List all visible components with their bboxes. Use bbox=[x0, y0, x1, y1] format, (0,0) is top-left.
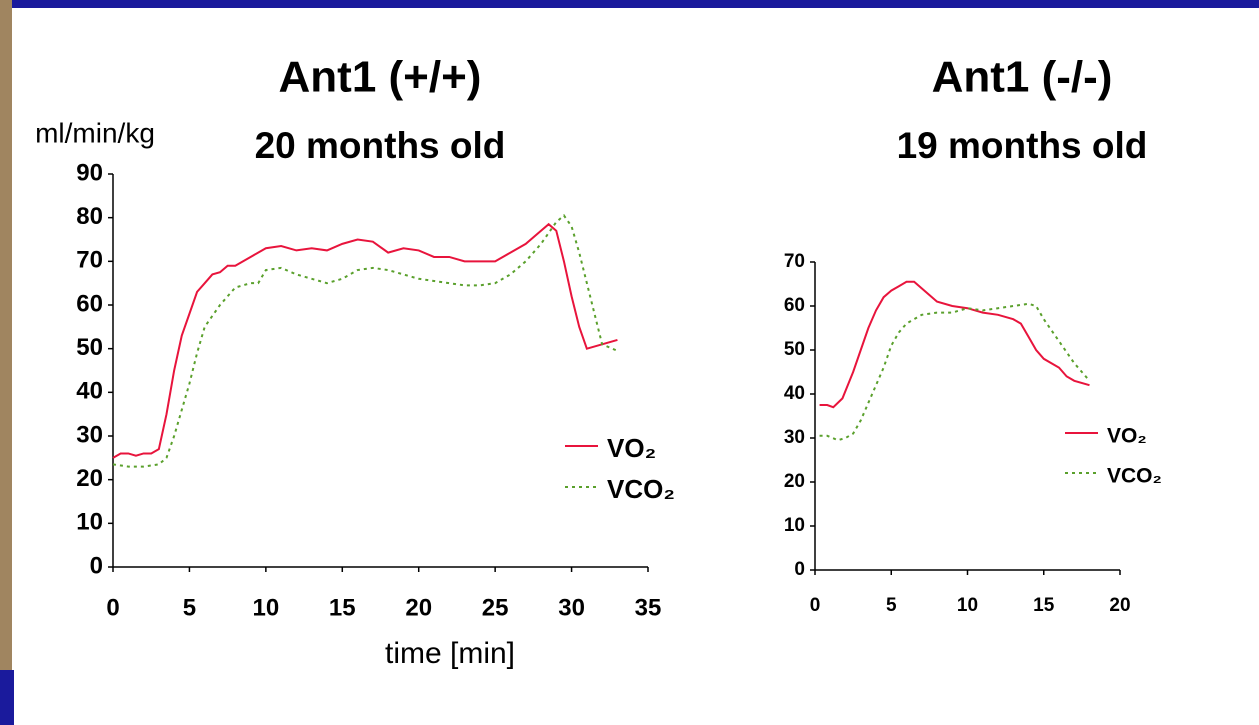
y-tick-label: 70 bbox=[76, 247, 103, 274]
y-axis-label: ml/min/kg bbox=[35, 117, 155, 148]
chart-subtitle: 20 months old bbox=[255, 125, 506, 166]
legend-label: VCO₂ bbox=[1107, 465, 1162, 488]
page: Ant1 (+/+) 20 months old ml/min/kg time [mi… bbox=[0, 0, 1259, 725]
y-tick-label: 40 bbox=[784, 383, 805, 404]
y-tick-label: 30 bbox=[76, 421, 103, 448]
x-tick-label: 35 bbox=[635, 594, 662, 621]
x-tick-label: 5 bbox=[183, 594, 196, 621]
bottom-block bbox=[0, 670, 14, 725]
y-tick-label: 10 bbox=[76, 509, 103, 536]
y-tick-label: 0 bbox=[794, 559, 805, 580]
y-tick-label: 90 bbox=[76, 159, 103, 186]
legend-label: VCO₂ bbox=[607, 474, 675, 504]
x-tick-label: 0 bbox=[106, 594, 119, 621]
x-tick-label: 15 bbox=[329, 594, 356, 621]
x-axis-label: time [min] bbox=[385, 637, 515, 670]
x-tick-label: 25 bbox=[482, 594, 509, 621]
y-tick-label: 20 bbox=[784, 471, 805, 492]
y-tick-label: 30 bbox=[784, 427, 805, 448]
x-tick-label: 30 bbox=[558, 594, 585, 621]
x-tick-label: 0 bbox=[810, 595, 821, 616]
chart-title: Ant1 (+/+) bbox=[279, 53, 482, 102]
y-tick-label: 80 bbox=[76, 203, 103, 230]
chart-title: Ant1 (-/-) bbox=[932, 53, 1113, 102]
slide: Ant1 (+/+) 20 months old ml/min/kg time [mi… bbox=[0, 0, 1259, 725]
left-strip bbox=[0, 0, 12, 670]
y-tick-label: 50 bbox=[76, 334, 103, 361]
y-tick-label: 60 bbox=[784, 295, 805, 316]
y-tick-label: 50 bbox=[784, 339, 805, 360]
y-tick-label: 20 bbox=[76, 465, 103, 492]
y-tick-label: 40 bbox=[76, 378, 103, 405]
y-tick-label: 70 bbox=[784, 251, 805, 272]
x-tick-label: 10 bbox=[253, 594, 280, 621]
x-tick-label: 5 bbox=[886, 595, 897, 616]
legend-label: VO₂ bbox=[1107, 425, 1147, 448]
x-tick-label: 20 bbox=[405, 594, 432, 621]
top-bar bbox=[0, 0, 1259, 8]
y-tick-label: 0 bbox=[90, 552, 103, 579]
legend-label: VO₂ bbox=[607, 433, 656, 463]
x-tick-label: 10 bbox=[957, 595, 978, 616]
x-tick-label: 15 bbox=[1033, 595, 1055, 616]
x-tick-label: 20 bbox=[1109, 595, 1130, 616]
y-tick-label: 60 bbox=[76, 290, 103, 317]
chart-subtitle: 19 months old bbox=[897, 125, 1148, 166]
y-tick-label: 10 bbox=[784, 515, 805, 536]
